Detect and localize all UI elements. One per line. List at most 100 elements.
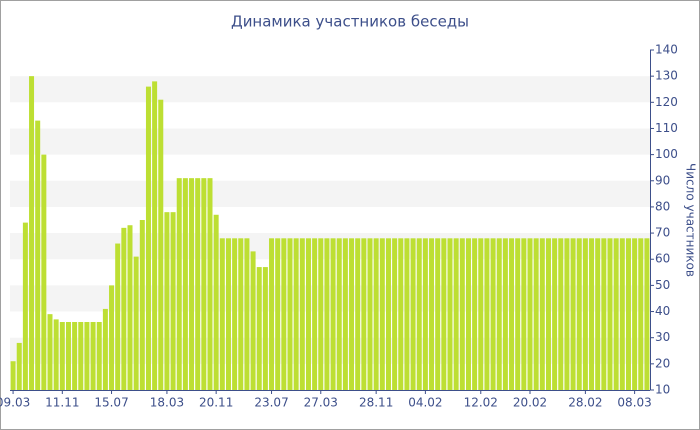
- bar: [355, 238, 361, 390]
- bar: [342, 238, 348, 390]
- bar: [109, 285, 115, 390]
- bar: [238, 238, 244, 390]
- bar: [121, 227, 127, 390]
- x-tick-label: 28.02: [568, 396, 602, 410]
- bar: [330, 238, 336, 390]
- bar: [379, 238, 385, 390]
- bar: [65, 322, 71, 390]
- x-tick-label: 23.07: [254, 396, 288, 410]
- bar: [59, 322, 65, 390]
- bar: [90, 322, 96, 390]
- bar: [262, 267, 268, 390]
- bar: [207, 178, 213, 390]
- bar: [545, 238, 551, 390]
- grid-band: [10, 76, 650, 103]
- y-tick-label: 10: [655, 383, 670, 397]
- y-tick-label: 80: [655, 199, 670, 213]
- x-tick-label: 18.03: [150, 396, 184, 410]
- bar: [275, 238, 281, 390]
- bar: [336, 238, 342, 390]
- bar: [429, 238, 435, 390]
- bar: [373, 238, 379, 390]
- x-tick-label: 28.11: [359, 396, 393, 410]
- bar: [558, 238, 564, 390]
- bar: [496, 238, 502, 390]
- y-tick-label: 120: [655, 95, 678, 109]
- bar: [613, 238, 619, 390]
- bar: [189, 178, 195, 390]
- bar: [145, 86, 151, 390]
- bar: [225, 238, 231, 390]
- bar: [349, 238, 355, 390]
- bar: [576, 238, 582, 390]
- bar: [533, 238, 539, 390]
- bar: [472, 238, 478, 390]
- bar: [515, 238, 521, 390]
- bar: [305, 238, 311, 390]
- y-tick-label: 100: [655, 147, 678, 161]
- bar: [133, 256, 139, 390]
- bar: [78, 322, 84, 390]
- y-tick-label: 90: [655, 173, 670, 187]
- x-tick-label: 11.11: [45, 396, 79, 410]
- bar: [182, 178, 188, 390]
- bar: [299, 238, 305, 390]
- bar: [47, 314, 53, 390]
- bar: [564, 238, 570, 390]
- bar: [632, 238, 638, 390]
- bar: [478, 238, 484, 390]
- bar: [96, 322, 102, 390]
- bar: [398, 238, 404, 390]
- bar: [638, 238, 644, 390]
- bar: [29, 76, 35, 391]
- bar: [465, 238, 471, 390]
- bar: [570, 238, 576, 390]
- bar: [287, 238, 293, 390]
- bar: [416, 238, 422, 390]
- bar: [435, 238, 441, 390]
- bar: [195, 178, 201, 390]
- x-tick-label: 12.02: [464, 396, 498, 410]
- bar: [552, 238, 558, 390]
- bar: [22, 222, 28, 390]
- bar: [595, 238, 601, 390]
- bar: [509, 238, 515, 390]
- bar: [459, 238, 465, 390]
- bar: [102, 308, 108, 390]
- chart-title: Динамика участников беседы: [231, 13, 469, 31]
- bar: [484, 238, 490, 390]
- bar: [115, 243, 121, 390]
- bar: [72, 322, 78, 390]
- bar: [10, 361, 16, 390]
- y-tick-label: 140: [655, 43, 678, 57]
- bar: [589, 238, 595, 390]
- y-tick-label: 60: [655, 252, 670, 266]
- bar: [619, 238, 625, 390]
- grid-band: [10, 128, 650, 155]
- bar: [527, 238, 533, 390]
- y-tick-label: 20: [655, 356, 670, 370]
- bar: [213, 214, 219, 390]
- x-tick-label: 15.07: [94, 396, 128, 410]
- x-tick-label: 20.11: [199, 396, 233, 410]
- bar: [176, 178, 182, 390]
- bar: [201, 178, 207, 390]
- bar: [385, 238, 391, 390]
- bar: [170, 212, 176, 390]
- bar: [35, 120, 41, 390]
- bar: [453, 238, 459, 390]
- bar: [250, 251, 256, 390]
- bar: [361, 238, 367, 390]
- y-axis-label: Число участников: [684, 163, 698, 277]
- bar: [41, 154, 47, 390]
- y-tick-label: 30: [655, 330, 670, 344]
- bar: [367, 238, 373, 390]
- bar: [441, 238, 447, 390]
- bar: [219, 238, 225, 390]
- bar: [410, 238, 416, 390]
- bar: [293, 238, 299, 390]
- bar: [521, 238, 527, 390]
- bar: [422, 238, 428, 390]
- bar: [582, 238, 588, 390]
